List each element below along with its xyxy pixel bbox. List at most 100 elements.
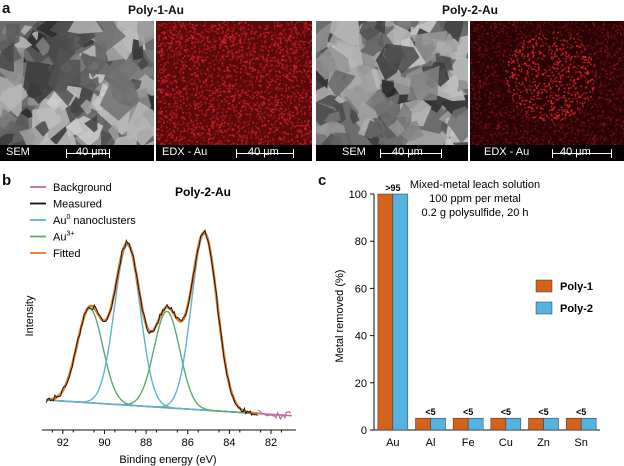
edx-pixel [225, 85, 227, 88]
edx-pixel [239, 136, 242, 139]
edx-pixel [484, 39, 487, 42]
edx-pixel [176, 33, 179, 35]
edx-pixel [473, 93, 475, 96]
edx-pixel [614, 30, 617, 33]
edx-pixel [228, 104, 230, 107]
edx-pixel [488, 116, 491, 118]
edx-pixel [483, 81, 485, 83]
edx-pixel [171, 106, 174, 108]
edx-pixel [564, 114, 567, 116]
edx-pixel [176, 59, 179, 62]
edx-pixel [192, 44, 195, 46]
edx-pixel [222, 108, 225, 111]
edx-pixel [513, 105, 515, 107]
edx-pixel [157, 138, 159, 140]
edx-pixel [300, 40, 303, 43]
edx-pixel [206, 69, 209, 71]
edx-pixel [584, 134, 586, 137]
edx-pixel [163, 65, 165, 67]
edx-pixel [521, 135, 524, 138]
edx-pixel [242, 53, 244, 55]
edx-pixel [512, 110, 514, 112]
edx-pixel [306, 26, 309, 29]
edx-pixel [514, 68, 517, 70]
edx-pixel [277, 21, 279, 23]
edx-pixel [195, 86, 197, 89]
edx-pixel [515, 25, 517, 28]
edx-pixel [277, 99, 279, 101]
edx-pixel [589, 141, 592, 143]
edx-pixel [609, 116, 612, 119]
edx-pixel [173, 59, 175, 61]
edx-pixel [535, 40, 538, 42]
edx-pixel [547, 21, 549, 23]
edx-pixel [477, 26, 479, 29]
edx-pixel [236, 59, 239, 62]
edx-pixel [304, 141, 306, 143]
edx-pixel [193, 134, 196, 136]
edx-pixel [534, 69, 537, 71]
edx-pixel [180, 64, 182, 66]
edx-pixel [291, 114, 293, 117]
edx-pixel [204, 28, 207, 31]
edx-pixel [579, 45, 582, 47]
edx-pixel [246, 54, 248, 57]
edx-pixel [485, 104, 487, 107]
edx-pixel [551, 109, 553, 111]
edx-pixel [549, 141, 552, 143]
edx-pixel [495, 53, 497, 55]
edx-pixel [552, 143, 554, 146]
edx-pixel [202, 125, 204, 127]
edx-pixel [219, 87, 221, 90]
edx-pixel [620, 34, 622, 37]
edx-pixel [491, 66, 494, 69]
edx-pixel [279, 82, 282, 85]
edx-pixel [160, 99, 162, 102]
edx-pixel [590, 63, 592, 66]
edx-pixel [276, 102, 278, 104]
edx-pixel [243, 126, 245, 128]
edx-pixel [541, 108, 544, 110]
edx-pixel [478, 51, 481, 54]
edx-pixel [288, 118, 291, 120]
edx-pixel [310, 65, 312, 68]
edx-pixel [617, 124, 619, 126]
edx-pixel [580, 108, 582, 111]
edx-pixel [227, 33, 229, 35]
edx-pixel [200, 103, 203, 105]
edx-pixel [180, 36, 183, 38]
edx-pixel [211, 103, 214, 106]
edx-pixel [496, 125, 498, 127]
edx-pixel [240, 68, 242, 71]
edx-pixel [245, 141, 248, 143]
edx-pixel [515, 115, 517, 117]
edx-pixel [247, 41, 249, 44]
edx-pixel [558, 61, 561, 63]
edx-pixel [307, 121, 309, 123]
edx-pixel [303, 53, 306, 56]
edx-pixel [507, 71, 510, 73]
edx-pixel [305, 73, 307, 76]
edx-pixel [594, 73, 597, 76]
edx-pixel [291, 84, 293, 86]
edx-pixel [479, 81, 481, 83]
edx-pixel [210, 105, 212, 108]
edx-pixel [162, 33, 165, 35]
edx-pixel [194, 84, 197, 86]
edx-pixel [193, 123, 195, 126]
edx-pixel [182, 79, 184, 82]
edx-pixel [243, 105, 246, 107]
edx-pixel [291, 33, 294, 36]
edx-pixel [541, 21, 544, 24]
edx-pixel [621, 39, 624, 41]
edx-pixel [590, 137, 593, 139]
edx-pixel [222, 119, 224, 121]
edx-pixel [507, 124, 509, 126]
edx-pixel [295, 107, 297, 109]
edx-pixel [213, 122, 215, 124]
edx-pixel [194, 61, 196, 64]
edx-pixel [562, 44, 565, 47]
edx-pixel [298, 124, 300, 127]
edx-pixel [295, 106, 298, 108]
edx-pixel [293, 141, 295, 144]
